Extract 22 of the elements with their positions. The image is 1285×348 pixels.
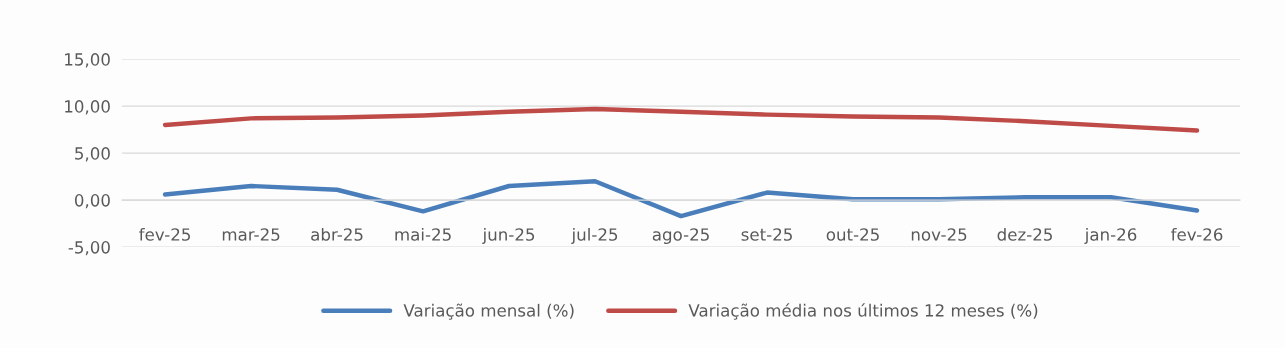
x-tick-label: jul-25 [571,227,618,245]
line-series [162,106,1200,133]
y-tick-label: 15,00 [65,53,110,68]
x-tick-label: dez-25 [997,227,1052,241]
x-tick-label: set-25 [741,228,792,241]
x-tick-label: jan-26 [1084,227,1137,245]
x-tick-label: fev-25 [139,227,190,241]
x-tick-label: fev-26 [1171,227,1223,241]
x-tick-label: out-25 [826,228,879,241]
x-tick-label: abr-25 [311,227,363,241]
y-tick-label: 0,00 [74,194,110,209]
x-tick-label: ago-25 [652,228,709,245]
x-tick-label: mar-25 [222,228,280,241]
legend-label: Variação média nos últimos 12 meses (%) [688,303,1038,320]
x-tick-label: nov-25 [911,228,967,241]
legend-label: Variação mensal (%) [403,303,574,320]
y-tick-label: -5,00 [68,241,110,256]
x-tick-label: mai-25 [395,227,451,241]
y-tick-label: 5,00 [75,147,110,162]
y-tick-label: 10,00 [65,100,110,115]
x-tick-label: jun-25 [482,227,535,245]
line-series [162,179,1200,219]
